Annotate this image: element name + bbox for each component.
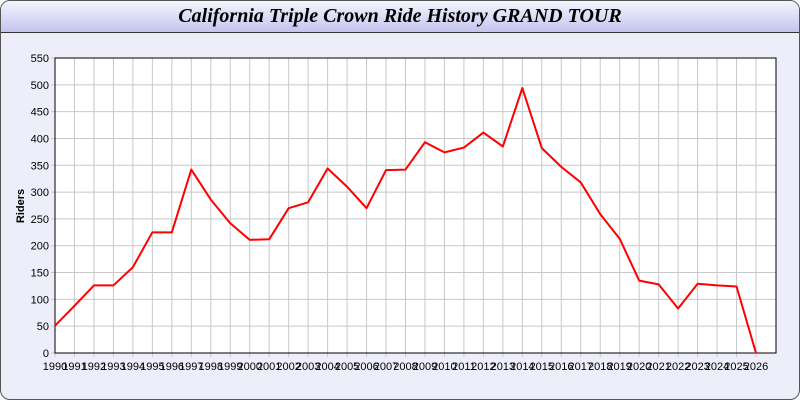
y-tick-label: 50	[37, 321, 49, 333]
data-point	[638, 279, 640, 282]
data-point	[209, 198, 212, 201]
x-tick-label: 2009	[413, 361, 437, 373]
x-tick-label: 1997	[179, 361, 203, 373]
x-tick-label: 2016	[549, 361, 573, 373]
data-point	[716, 284, 718, 287]
y-tick-label: 150	[31, 268, 49, 280]
data-point	[696, 283, 699, 285]
data-point	[618, 237, 621, 240]
data-point	[755, 352, 757, 354]
data-point	[190, 168, 193, 171]
data-point	[404, 168, 407, 171]
data-point	[326, 167, 329, 170]
data-point	[112, 284, 115, 287]
x-tick-label: 1998	[199, 361, 223, 373]
data-point	[657, 283, 660, 286]
y-axis-label: Riders	[15, 189, 27, 223]
data-point	[443, 151, 446, 154]
x-tick-label: 2024	[705, 361, 729, 373]
x-tick-label: 2006	[354, 361, 378, 373]
x-tick-label: 2004	[315, 361, 339, 373]
data-point	[463, 146, 465, 149]
x-tick-label: 2022	[666, 361, 690, 373]
y-tick-label: 100	[31, 294, 49, 306]
data-point	[424, 141, 426, 144]
x-tick-label: 2005	[335, 361, 359, 373]
data-point	[365, 207, 368, 209]
y-tick-label: 0	[43, 348, 49, 360]
y-tick-label: 450	[31, 107, 49, 119]
x-tick-label: 1992	[82, 361, 106, 373]
x-tick-label: 2015	[530, 361, 554, 373]
y-tick-label: 400	[31, 133, 49, 145]
data-point	[346, 185, 348, 188]
x-tick-label: 2026	[744, 361, 768, 373]
x-tick-label: 1991	[62, 361, 86, 373]
x-tick-label: 2010	[432, 361, 456, 373]
x-tick-label: 2018	[588, 361, 612, 373]
data-point	[482, 131, 485, 134]
y-tick-label: 300	[31, 187, 49, 199]
x-tick-label: 2007	[374, 361, 398, 373]
x-tick-label: 2023	[685, 361, 709, 373]
y-tick-label: 500	[31, 80, 49, 92]
y-tick-label: 250	[31, 214, 49, 226]
data-point	[502, 145, 504, 148]
x-tick-label: 1990	[43, 361, 67, 373]
x-tick-label: 2020	[627, 361, 651, 373]
data-point	[171, 231, 173, 234]
title-bar: California Triple Crown Ride History GRA…	[1, 1, 799, 33]
data-point	[541, 147, 543, 149]
data-point	[132, 266, 134, 268]
x-tick-label: 1994	[121, 361, 145, 373]
data-point	[248, 239, 251, 241]
data-point	[385, 169, 387, 171]
data-point	[579, 181, 582, 184]
x-tick-label: 2019	[607, 361, 631, 373]
data-point	[599, 213, 602, 215]
x-tick-label: 2012	[471, 361, 495, 373]
x-tick-label: 2013	[491, 361, 515, 373]
x-tick-label: 2000	[237, 361, 261, 373]
y-tick-label: 200	[31, 241, 49, 253]
data-point	[735, 285, 738, 288]
y-tick-label: 350	[31, 160, 49, 172]
data-point	[307, 201, 309, 204]
x-tick-label: 1995	[140, 361, 164, 373]
x-tick-label: 1996	[160, 361, 184, 373]
data-point	[560, 166, 563, 168]
data-point	[521, 87, 524, 89]
data-point	[73, 305, 76, 307]
data-point	[268, 238, 270, 241]
x-tick-label: 2003	[296, 361, 320, 373]
chart-title: California Triple Crown Ride History GRA…	[178, 5, 622, 27]
data-point	[677, 307, 679, 310]
x-tick-label: 2021	[646, 361, 670, 373]
x-tick-label: 2025	[724, 361, 748, 373]
y-tick-label: 550	[31, 53, 49, 65]
x-tick-label: 2017	[569, 361, 593, 373]
plot-border	[54, 57, 777, 354]
data-point	[151, 231, 154, 234]
data-point	[93, 284, 95, 287]
data-point	[229, 222, 232, 224]
x-tick-label: 1993	[101, 361, 125, 373]
plot-area	[55, 58, 776, 353]
x-tick-label: 1999	[218, 361, 242, 373]
x-tick-label: 2008	[393, 361, 417, 373]
x-tick-label: 2001	[257, 361, 281, 373]
x-tick-label: 2011	[452, 361, 476, 373]
data-point	[287, 207, 290, 209]
data-point	[54, 324, 56, 327]
x-tick-label: 2002	[276, 361, 300, 373]
x-tick-label: 2014	[510, 361, 534, 373]
